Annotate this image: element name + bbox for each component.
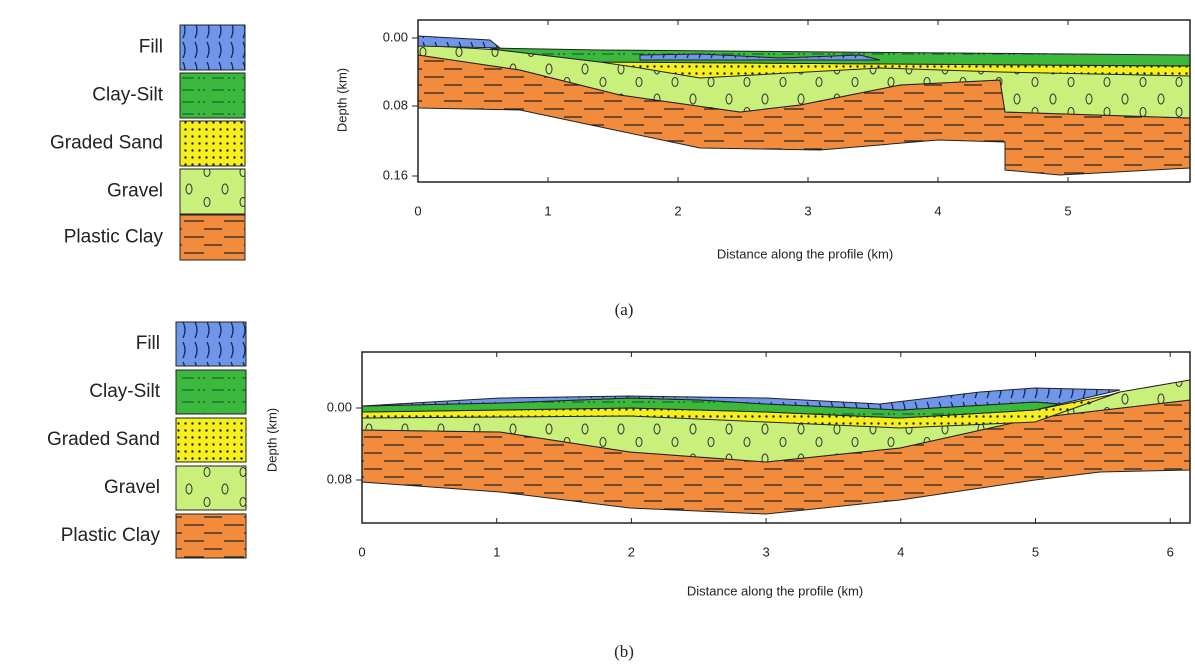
legend-swatch: [179, 168, 246, 215]
legend-label: Gravel: [107, 181, 163, 202]
x-tick-label: 0: [358, 544, 365, 559]
y-tick-label: 0.00: [383, 29, 408, 44]
fill-layer: [417, 35, 502, 49]
x-tick-label: 4: [897, 544, 904, 559]
x-tick-label: 2: [628, 544, 635, 559]
y-tick-label: 0.08: [327, 471, 352, 486]
legend-label: Clay-Silt: [92, 85, 163, 106]
legend-label: Graded Sand: [50, 133, 163, 154]
legend-swatch: [175, 417, 247, 463]
legend-label: Plastic Clay: [64, 227, 164, 248]
y-tick-label: 0.16: [383, 167, 408, 182]
legend-swatch: [179, 24, 246, 71]
legend-swatch: [179, 214, 246, 261]
y-tick-label: 0.00: [327, 399, 352, 414]
fill-layer: [639, 53, 881, 61]
legend-swatch: [179, 72, 246, 119]
legend-label: Gravel: [104, 477, 160, 498]
y-tick-label: 0.08: [383, 97, 408, 112]
y-axis-label: Depth (km): [264, 408, 279, 472]
legend-label: Clay-Silt: [89, 381, 160, 402]
caption: (a): [615, 300, 634, 319]
x-tick-label: 0: [414, 203, 421, 218]
x-tick-label: 2: [674, 203, 681, 218]
y-axis-label: Depth (km): [334, 68, 349, 132]
fill-layer: [361, 387, 1121, 411]
panel-a-layers: [417, 19, 1191, 183]
legend-swatch: [179, 120, 246, 167]
x-axis-label: Distance along the profile (km): [687, 583, 863, 598]
x-axis-label: Distance along the profile (km): [717, 246, 893, 261]
x-tick-label: 5: [1064, 203, 1071, 218]
legend-swatch: [175, 321, 247, 367]
legend-swatch: [175, 369, 247, 415]
legend-swatch: [175, 465, 247, 511]
panel-b-layers: [361, 351, 1191, 524]
legend-label: Plastic Clay: [61, 525, 161, 546]
x-tick-label: 6: [1167, 544, 1174, 559]
caption: (b): [614, 642, 634, 661]
x-tick-label: 1: [544, 203, 551, 218]
legend-label: Graded Sand: [47, 429, 160, 450]
x-tick-label: 1: [493, 544, 500, 559]
x-tick-label: 4: [934, 203, 941, 218]
legend-swatch: [175, 513, 247, 559]
x-tick-label: 5: [1032, 544, 1039, 559]
plot-frame: [417, 19, 1191, 183]
legend-label: Fill: [139, 37, 163, 58]
plot-frame: [361, 351, 1191, 524]
x-tick-label: 3: [804, 203, 811, 218]
legend-label: Fill: [136, 333, 160, 354]
x-tick-label: 3: [762, 544, 769, 559]
